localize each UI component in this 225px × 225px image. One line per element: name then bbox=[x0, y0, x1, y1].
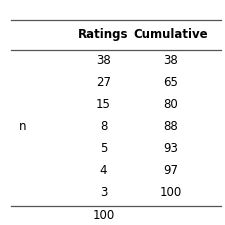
Text: 15: 15 bbox=[96, 98, 111, 111]
Text: 80: 80 bbox=[164, 98, 178, 111]
Text: 5: 5 bbox=[100, 142, 107, 155]
Text: 8: 8 bbox=[100, 120, 107, 133]
Text: n: n bbox=[19, 120, 26, 133]
Text: 38: 38 bbox=[164, 54, 178, 67]
Text: 4: 4 bbox=[100, 164, 107, 177]
Text: Cumulative: Cumulative bbox=[134, 28, 208, 41]
Text: 100: 100 bbox=[160, 186, 182, 199]
Text: Ratings: Ratings bbox=[78, 28, 129, 41]
Text: 93: 93 bbox=[164, 142, 178, 155]
Text: 97: 97 bbox=[164, 164, 178, 177]
Text: 88: 88 bbox=[164, 120, 178, 133]
Text: 3: 3 bbox=[100, 186, 107, 199]
Text: 100: 100 bbox=[92, 209, 115, 222]
Text: 38: 38 bbox=[96, 54, 111, 67]
Text: 65: 65 bbox=[164, 76, 178, 89]
Text: 27: 27 bbox=[96, 76, 111, 89]
